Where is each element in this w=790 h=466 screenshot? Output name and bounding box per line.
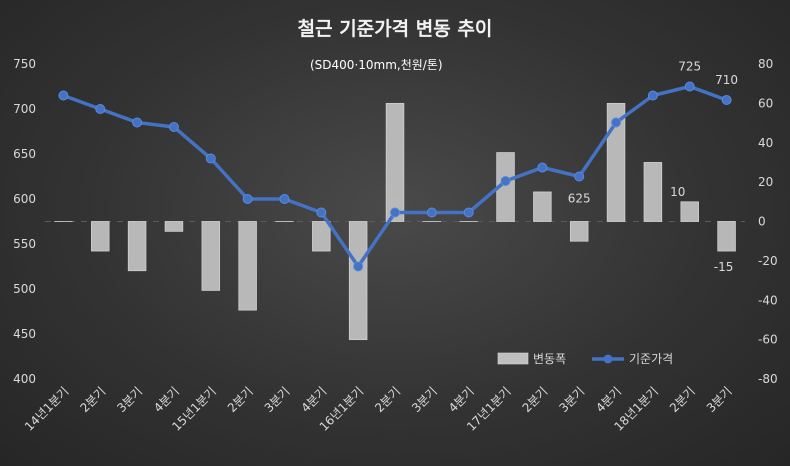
right-axis-tick-label: 80 [758,57,773,71]
bar-18 [717,221,736,252]
x-axis-tick-label: 4분기 [593,384,624,415]
x-axis-tick-label: 3분기 [704,384,735,415]
bar-8 [348,221,368,341]
price-point-1 [95,104,106,114]
price-point-2 [132,117,143,128]
price-point-0 [58,90,69,101]
right-axis-tick-label: 0 [758,215,766,229]
price-point-11 [463,207,474,218]
data-label-0: 725 [678,60,701,74]
legend-bar-swatch [497,352,529,365]
left-axis-tick-label: 600 [13,192,36,206]
bar-7 [312,221,331,252]
right-axis-tick-label: 60 [758,96,773,110]
bar-1 [91,221,110,252]
price-point-18 [721,95,732,105]
left-axis-tick-label: 450 [13,327,36,341]
right-axis-tick-label: -40 [758,293,778,307]
bar-15 [606,102,626,222]
left-axis-tick-label: 550 [13,237,36,251]
right-axis-tick-label: -80 [758,372,778,386]
x-axis-tick-label: 3분기 [409,384,440,415]
price-point-7 [316,207,327,218]
right-axis-tick-label: -60 [758,333,778,347]
right-axis-tick-label: 20 [758,175,773,189]
bar-2 [127,221,147,272]
price-point-14 [574,171,585,182]
x-axis-tick-label: 4분기 [299,384,330,415]
chart-title: 철근 기준가격 변동 추이 [297,18,493,40]
x-axis-tick-label: 14년1분기 [22,384,72,434]
legend-label-bar: 변동폭 [533,352,566,366]
left-axis-tick-label: 700 [13,102,36,116]
legend-label-line: 기준가격 [629,352,673,366]
price-point-5 [242,194,253,204]
price-point-12 [500,176,511,186]
bar-17 [680,201,699,222]
price-point-9 [390,207,400,218]
data-label-4: -15 [714,260,734,274]
x-axis-tick-label: 3분기 [114,384,145,415]
x-axis-tick-label: 2분기 [225,384,256,415]
x-axis-tick-label: 3분기 [262,384,293,415]
price-point-16 [647,90,658,101]
right-axis-tick-label: -20 [758,254,778,268]
x-axis-tick-label: 2분기 [372,384,403,415]
left-axis-tick-label: 650 [13,147,36,161]
price-point-13 [537,162,548,173]
left-axis-tick-label: 400 [13,372,36,386]
price-point-3 [168,122,179,132]
bar-9 [385,102,405,222]
x-axis-tick-label: 2분기 [667,384,698,415]
left-axis-tick-label: 500 [13,282,36,296]
data-label-2: 625 [568,192,591,206]
price-point-10 [426,207,437,218]
price-point-17 [684,81,695,92]
price-point-8 [353,261,364,272]
data-label-1: 710 [715,73,738,87]
data-label-3: 10 [670,185,685,199]
legend-line-marker [603,354,613,364]
chart-subtitle: (SD400·10mm,천원/톤) [310,58,443,72]
right-axis-tick-label: 40 [758,136,773,150]
left-axis-tick-label: 750 [13,57,36,71]
x-axis-tick-label: 2분기 [520,384,551,415]
price-point-15 [611,117,622,128]
price-point-6 [279,194,290,204]
x-axis-tick-label: 4분기 [446,384,477,415]
bar-3 [164,221,184,232]
bar-13 [533,191,552,222]
bar-16 [643,162,663,222]
x-axis-tick-label: 4분기 [151,384,182,415]
x-axis-tick-label: 2분기 [77,384,108,415]
bar-5 [238,221,257,311]
bar-4 [201,221,221,291]
bar-14 [569,221,589,242]
price-point-4 [205,153,216,164]
x-axis-tick-label: 3분기 [556,384,587,415]
